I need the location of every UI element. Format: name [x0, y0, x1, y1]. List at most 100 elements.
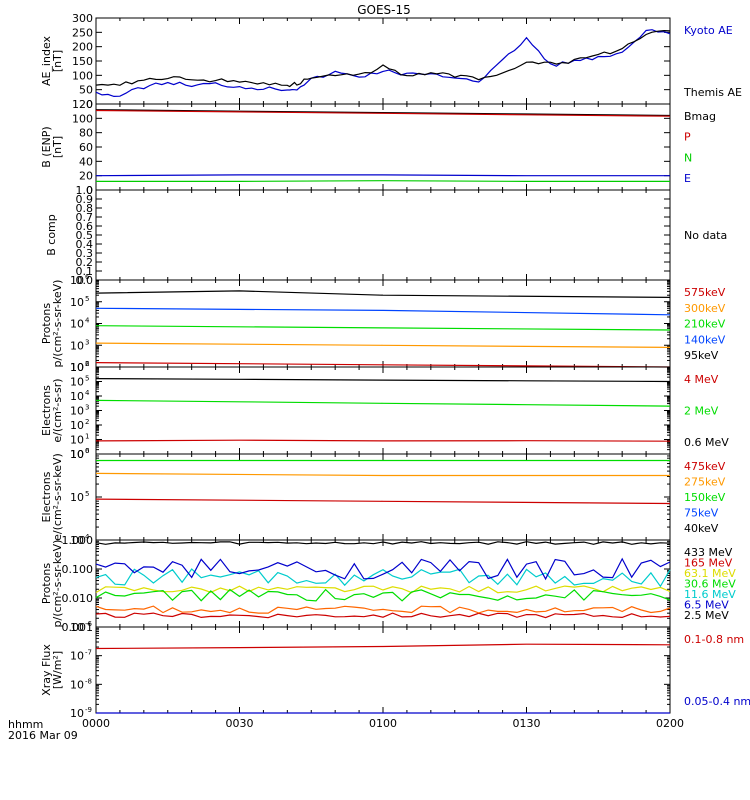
x-tick-label: 0200 [656, 717, 684, 730]
y-tick-label: 10 [70, 448, 84, 461]
y-tick-label: 10 [70, 491, 84, 504]
y-tick-exponent: 0 [85, 447, 89, 455]
y-tick-label: 10 [70, 621, 84, 634]
series-line-210kev [95, 325, 671, 331]
y-tick-label: 10 [70, 361, 84, 374]
y-tick-label: 10 [70, 405, 84, 418]
series-line-0-6-mev [95, 378, 671, 383]
legend-label: 300keV [684, 302, 726, 315]
y-tick-exponent: -6 [85, 620, 93, 628]
y-tick-label: 0.2 [76, 256, 94, 269]
y-axis-label: Protons [40, 303, 53, 344]
y-tick-exponent: 5 [85, 490, 89, 498]
series-line-475kev [95, 498, 671, 505]
series-line-275kev [95, 472, 670, 477]
legend-label: 575keV [684, 286, 726, 299]
legend-label: Kyoto AE [684, 24, 733, 37]
y-tick-label: 0.7 [76, 211, 94, 224]
y-tick-exponent: 3 [85, 404, 89, 412]
legend-label: N [684, 151, 692, 164]
series-line-2-mev [95, 399, 671, 407]
y-tick-exponent: 5 [85, 295, 89, 303]
series-line-2-5-mev [95, 605, 671, 614]
series-line-95kev [95, 290, 671, 298]
y-tick-label: 10 [70, 318, 84, 331]
figure-title: GOES-15 [357, 3, 411, 17]
y-tick-exponent: 6 [85, 360, 90, 368]
legend-label: 275keV [684, 476, 726, 489]
series-line-165-mev [95, 612, 671, 619]
y-tick-label: 40 [79, 155, 93, 168]
y-tick-label: 10 [70, 274, 84, 287]
y-tick-exponent: 2 [85, 360, 89, 368]
legend-label: Bmag [684, 110, 716, 123]
y-axis-label: Electrons [40, 471, 53, 522]
y-tick-label: 10 [70, 376, 84, 389]
y-tick-label: 10 [70, 434, 84, 447]
x-tick-label: 0000 [82, 717, 110, 730]
y-tick-label: 1.000 [62, 534, 94, 547]
legend-label: 95keV [684, 349, 719, 362]
y-tick-label: 80 [79, 127, 93, 140]
y-tick-exponent: 3 [85, 338, 89, 346]
y-tick-label: 10 [70, 534, 84, 547]
legend-label: 75keV [684, 507, 719, 520]
series-line-575kev [95, 362, 671, 368]
y-tick-label: 100 [72, 69, 93, 82]
y-tick-label: 0 [86, 184, 93, 197]
y-axis-label: Protons [40, 563, 53, 604]
y-axis-label: p/(cm²-s-sr-keV) [51, 280, 64, 368]
y-tick-label: 0.6 [76, 220, 94, 233]
y-tick-label: 200 [72, 41, 93, 54]
panel-frame [95, 189, 671, 281]
panel-frame [95, 453, 671, 541]
legend-label: 210keV [684, 318, 726, 331]
series-line-kyoto-ae [95, 29, 671, 98]
y-tick-label: 0.100 [62, 563, 94, 576]
y-tick-label: 50 [79, 84, 93, 97]
legend-label: 2.5 MeV [684, 609, 729, 622]
y-tick-label: 120 [72, 98, 93, 111]
series-line-300kev [95, 342, 671, 348]
panel-frame [95, 279, 671, 368]
series-line-140kev [95, 307, 671, 316]
y-axis-label: p/(cm²-s-sr-keV) [51, 540, 64, 628]
panel-frame [95, 103, 671, 191]
y-tick-exponent: 4 [85, 389, 90, 397]
y-tick-exponent: 1 [85, 433, 89, 441]
legend-label: 150keV [684, 491, 726, 504]
x-tick-label: 0130 [513, 717, 541, 730]
y-tick-label: 0.8 [76, 202, 94, 215]
y-tick-label: 300 [72, 12, 93, 25]
series-line-n [96, 180, 670, 182]
y-tick-label: 0.9 [76, 193, 94, 206]
panel-frame [95, 626, 671, 714]
legend-label: 30.6 MeV [684, 578, 736, 591]
y-tick-label: 10 [70, 707, 84, 720]
legend-label: 2 MeV [684, 405, 719, 418]
legend-label: 0.05-0.4 nm [684, 695, 750, 708]
y-tick-exponent: 6 [85, 273, 90, 281]
y-tick-label: 10 [70, 390, 84, 403]
legend-label: 433 MeV [684, 546, 733, 559]
y-tick-exponent: 6 [85, 447, 90, 455]
y-tick-exponent: -9 [85, 706, 92, 714]
x-tick-label: 0030 [226, 717, 254, 730]
y-tick-label: 250 [72, 26, 93, 39]
y-tick-exponent: -8 [85, 677, 92, 685]
legend-label: 63.1 MeV [684, 567, 736, 580]
series-line-30-6-mev [95, 588, 671, 602]
y-tick-exponent: 4 [85, 317, 90, 325]
legend-label: 0.1-0.8 nm [684, 633, 744, 646]
y-tick-label: 10 [70, 339, 84, 352]
legend-label: 475keV [684, 460, 726, 473]
series-line-433-mev [95, 541, 671, 545]
legend-label: 40keV [684, 522, 719, 535]
y-tick-label: 10 [70, 361, 84, 374]
legend-label: 6.5 MeV [684, 599, 729, 612]
date-caption: 2016 Mar 09 [8, 729, 78, 742]
legend-label: 4 MeV [684, 373, 719, 386]
